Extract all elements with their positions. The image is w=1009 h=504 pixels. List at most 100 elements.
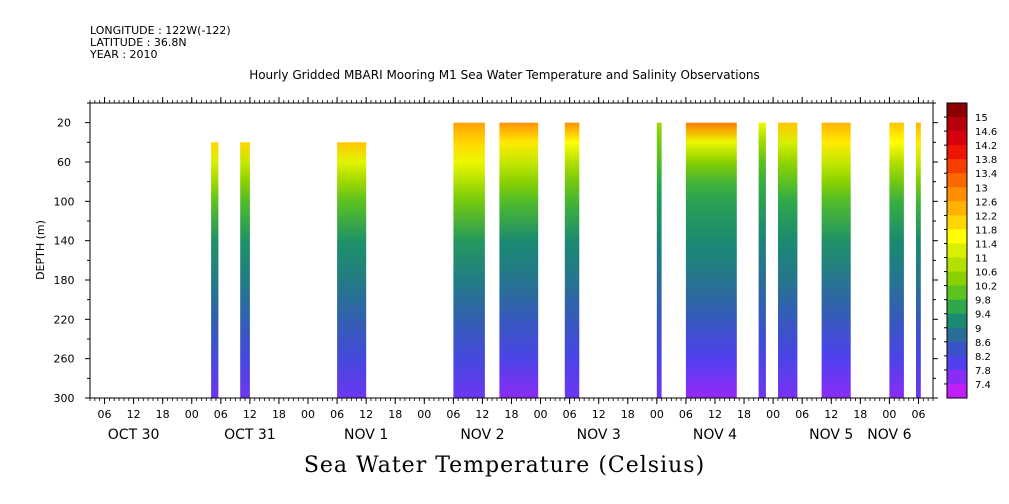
colorbar-swatch bbox=[947, 159, 967, 174]
colorbar-swatch bbox=[947, 369, 967, 385]
colorbar-label: 9 bbox=[975, 324, 981, 335]
x-day-label: NOV 5 bbox=[809, 427, 853, 443]
x-day-label: NOV 6 bbox=[867, 427, 911, 443]
colorbar-label: 13.8 bbox=[975, 155, 997, 166]
colorbar-label: 10.6 bbox=[975, 268, 997, 279]
x-tick-label: 06 bbox=[679, 408, 693, 421]
year-label: YEAR : 2010 bbox=[90, 48, 158, 61]
chart-title: Hourly Gridded MBARI Mooring M1 Sea Wate… bbox=[249, 68, 760, 82]
y-axis-label: DEPTH (m) bbox=[34, 220, 47, 280]
x-day-label: OCT 31 bbox=[224, 427, 276, 443]
colorbar-label: 11 bbox=[975, 254, 988, 265]
x-tick-label: 12 bbox=[592, 408, 606, 421]
x-tick-label: 18 bbox=[505, 408, 519, 421]
data-column bbox=[685, 122, 737, 398]
x-tick-label: 12 bbox=[824, 408, 838, 421]
colorbar-label: 7.4 bbox=[975, 380, 991, 391]
x-tick-label: 00 bbox=[534, 408, 548, 421]
colorbar-swatch bbox=[947, 243, 967, 258]
x-tick-label: 12 bbox=[708, 408, 722, 421]
y-tick-label: 260 bbox=[54, 353, 75, 366]
colorbar-swatch bbox=[947, 355, 967, 371]
x-tick-label: 18 bbox=[853, 408, 867, 421]
colorbar-swatch bbox=[947, 384, 967, 399]
y-tick-label: 100 bbox=[54, 195, 75, 208]
colorbar: 15 14.6 14.2 13.8 13.4 13 12.6 12.2 11.8 11.4 11 10… bbox=[944, 102, 997, 399]
colorbar-label: 10.2 bbox=[975, 282, 997, 293]
colorbar-label: 14.2 bbox=[975, 141, 997, 152]
x-tick-label: 00 bbox=[301, 408, 315, 421]
colorbar-swatch bbox=[947, 341, 967, 357]
data-column bbox=[240, 142, 250, 398]
x-tick-label: 06 bbox=[446, 408, 460, 421]
data-column bbox=[778, 122, 798, 398]
colorbar-label: 13.4 bbox=[975, 169, 997, 180]
data-column bbox=[916, 122, 921, 398]
x-tick-label: 18 bbox=[272, 408, 286, 421]
x-tick-label: 00 bbox=[766, 408, 780, 421]
colorbar-frame bbox=[946, 102, 968, 399]
x-tick-label: 18 bbox=[388, 408, 402, 421]
data-column bbox=[758, 122, 766, 398]
colorbar-label: 8.2 bbox=[975, 352, 991, 363]
x-tick-label: 06 bbox=[563, 408, 577, 421]
data-column bbox=[211, 142, 219, 398]
y-tick-label: 20 bbox=[57, 117, 71, 130]
data-columns bbox=[211, 122, 921, 398]
y-tick-label: 180 bbox=[54, 274, 75, 287]
colorbar-swatch bbox=[947, 103, 967, 118]
x-tick-label: 18 bbox=[621, 408, 635, 421]
colorbar-swatch bbox=[947, 285, 967, 301]
colorbar-swatch bbox=[947, 257, 967, 272]
latitude-label: LATITUDE : 36.8N bbox=[90, 36, 187, 49]
x-tick-label: 06 bbox=[330, 408, 344, 421]
y-tick-label: 140 bbox=[54, 235, 75, 248]
data-column bbox=[821, 122, 851, 398]
x-day-label: OCT 30 bbox=[108, 427, 160, 443]
colorbar-label: 14.6 bbox=[975, 127, 997, 138]
data-column bbox=[656, 122, 662, 398]
colorbar-swatch bbox=[947, 131, 967, 146]
colorbar-swatch bbox=[947, 299, 967, 315]
colorbar-label: 11.4 bbox=[975, 239, 997, 250]
longitude-label: LONGITUDE : 122W(-122) bbox=[90, 24, 231, 37]
colorbar-label: 9.8 bbox=[975, 296, 991, 307]
x-tick-label: 12 bbox=[127, 408, 141, 421]
x-tick-label: 12 bbox=[359, 408, 373, 421]
y-tick-label: 220 bbox=[54, 313, 75, 326]
x-tick-label: 06 bbox=[214, 408, 228, 421]
x-tick-label: 00 bbox=[882, 408, 896, 421]
colorbar-label: 12.2 bbox=[975, 211, 997, 222]
colorbar-swatch bbox=[947, 271, 967, 287]
chart-subtitle: Sea Water Temperature (Celsius) bbox=[303, 453, 706, 478]
colorbar-label: 15 bbox=[975, 113, 988, 124]
colorbar-swatch bbox=[947, 173, 967, 188]
colorbar-swatch bbox=[947, 187, 967, 202]
x-day-label: NOV 3 bbox=[577, 427, 621, 443]
y-tick-label: 300 bbox=[54, 392, 75, 405]
x-tick-label: 06 bbox=[795, 408, 809, 421]
colorbar-swatch bbox=[947, 313, 967, 329]
x-day-label: NOV 4 bbox=[693, 427, 737, 443]
x-tick-label: 12 bbox=[243, 408, 257, 421]
colorbar-swatch bbox=[947, 327, 967, 343]
data-column bbox=[453, 122, 485, 398]
data-column bbox=[889, 122, 904, 398]
colorbar-label: 7.8 bbox=[975, 366, 991, 377]
x-day-label: NOV 2 bbox=[460, 427, 504, 443]
x-tick-label: 12 bbox=[475, 408, 489, 421]
x-day-label: NOV 1 bbox=[344, 427, 388, 443]
colorbar-label: 12.6 bbox=[975, 197, 997, 208]
x-tick-label: 06 bbox=[911, 408, 925, 421]
colorbar-label: 13 bbox=[975, 183, 988, 194]
x-tick-label: 18 bbox=[156, 408, 170, 421]
colorbar-label: 9.4 bbox=[975, 310, 991, 321]
colorbar-label: 8.6 bbox=[975, 338, 991, 349]
x-tick-label: 06 bbox=[98, 408, 112, 421]
colorbar-swatch bbox=[947, 229, 967, 244]
colorbar-swatch bbox=[947, 215, 967, 230]
data-column bbox=[499, 122, 539, 398]
colorbar-swatch bbox=[947, 145, 967, 160]
data-column bbox=[564, 122, 580, 398]
